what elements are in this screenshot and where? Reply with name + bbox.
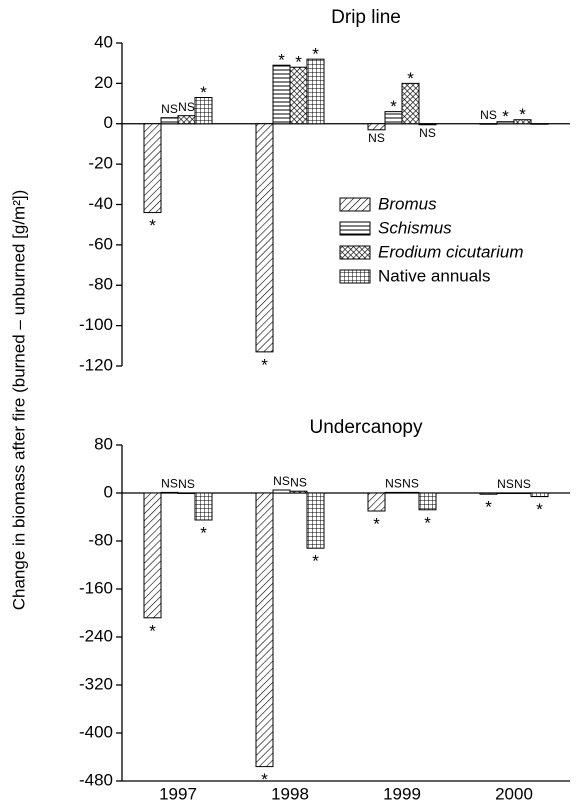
significance-label: * — [373, 514, 380, 533]
significance-label: * — [200, 83, 207, 102]
bar — [513, 119, 532, 125]
y-tick-label: -80 — [88, 530, 113, 549]
legend-swatch — [339, 269, 371, 284]
significance-label: * — [519, 105, 526, 124]
significance-label: NS — [161, 477, 178, 491]
bar — [530, 123, 549, 125]
legend-swatch — [339, 197, 371, 212]
significance-label: NS — [402, 477, 419, 491]
significance-label: NS — [385, 477, 402, 491]
significance-label: * — [200, 523, 207, 542]
bar — [289, 66, 308, 125]
bar — [418, 492, 437, 511]
significance-label: * — [312, 552, 319, 571]
bar — [496, 492, 515, 494]
bar — [418, 123, 437, 126]
legend-swatch — [339, 221, 371, 236]
y-tick-label: 0 — [104, 482, 113, 501]
bar — [194, 492, 213, 521]
significance-label: NS — [178, 100, 195, 114]
significance-label: NS — [480, 108, 497, 122]
y-tick-label: -40 — [88, 194, 113, 213]
bar — [160, 117, 179, 125]
chart-title: Drip line — [331, 7, 401, 28]
significance-label: NS — [273, 474, 290, 488]
significance-label: * — [312, 45, 319, 64]
legend-label: Native annuals — [378, 266, 490, 285]
significance-label: * — [502, 107, 509, 126]
legend-swatch — [339, 245, 371, 260]
x-tick-label: 2000 — [495, 784, 533, 803]
bar — [160, 491, 179, 494]
bar — [194, 97, 213, 125]
significance-label: * — [390, 97, 397, 116]
significance-label: NS — [497, 477, 514, 491]
y-tick-label: -60 — [88, 234, 113, 253]
significance-label: * — [407, 69, 414, 88]
bar — [513, 492, 532, 494]
bar — [143, 123, 162, 214]
significance-label: NS — [368, 131, 385, 145]
bar — [530, 492, 549, 498]
bar — [401, 82, 420, 125]
y-tick-label: -320 — [79, 674, 113, 693]
chart-title: Undercanopy — [309, 417, 423, 438]
y-tick-label: 40 — [94, 32, 113, 51]
bar — [306, 492, 325, 549]
legend-label: Schismus — [378, 218, 452, 237]
bar — [367, 492, 386, 512]
legend-label: Bromus — [378, 194, 437, 213]
x-tick-label: 1997 — [159, 784, 197, 803]
y-tick-label: 80 — [94, 434, 113, 453]
y-tick-label: 20 — [94, 73, 113, 92]
significance-label: * — [149, 621, 156, 640]
significance-label: * — [295, 53, 302, 72]
bar — [255, 492, 274, 768]
y-tick-label: -80 — [88, 275, 113, 294]
bar — [143, 492, 162, 619]
bar — [384, 491, 403, 494]
significance-label: * — [261, 770, 268, 789]
significance-label: NS — [161, 102, 178, 116]
bar — [306, 58, 325, 125]
bar — [255, 123, 274, 353]
bar — [479, 123, 498, 125]
bar — [177, 115, 196, 125]
significance-label: * — [149, 216, 156, 235]
bar — [367, 123, 386, 131]
x-tick-label: 1999 — [383, 784, 421, 803]
x-tick-label: 1998 — [271, 784, 309, 803]
significance-label: * — [536, 500, 543, 519]
y-tick-label: -480 — [79, 770, 113, 789]
significance-label: * — [424, 513, 431, 532]
bar — [272, 64, 291, 125]
significance-label: NS — [290, 475, 307, 489]
y-tick-label: -240 — [79, 626, 113, 645]
bar — [401, 491, 420, 494]
legend-label: Erodium cicutarium — [378, 242, 524, 261]
bar — [272, 489, 291, 494]
bar — [479, 492, 498, 495]
significance-label: NS — [178, 477, 195, 491]
y-tick-label: -400 — [79, 722, 113, 741]
bar — [289, 490, 308, 494]
significance-label: * — [485, 498, 492, 517]
significance-label: NS — [514, 477, 531, 491]
y-tick-label: 0 — [104, 113, 113, 132]
significance-label: NS — [419, 126, 436, 140]
significance-label: * — [261, 355, 268, 374]
y-tick-label: -120 — [79, 355, 113, 374]
bar — [177, 492, 196, 494]
y-tick-label: -100 — [79, 315, 113, 334]
y-tick-label: -160 — [79, 578, 113, 597]
significance-label: * — [278, 51, 285, 70]
y-tick-label: -20 — [88, 154, 113, 173]
y-axis-label: Change in biomass after fire (burned – u… — [9, 190, 28, 611]
